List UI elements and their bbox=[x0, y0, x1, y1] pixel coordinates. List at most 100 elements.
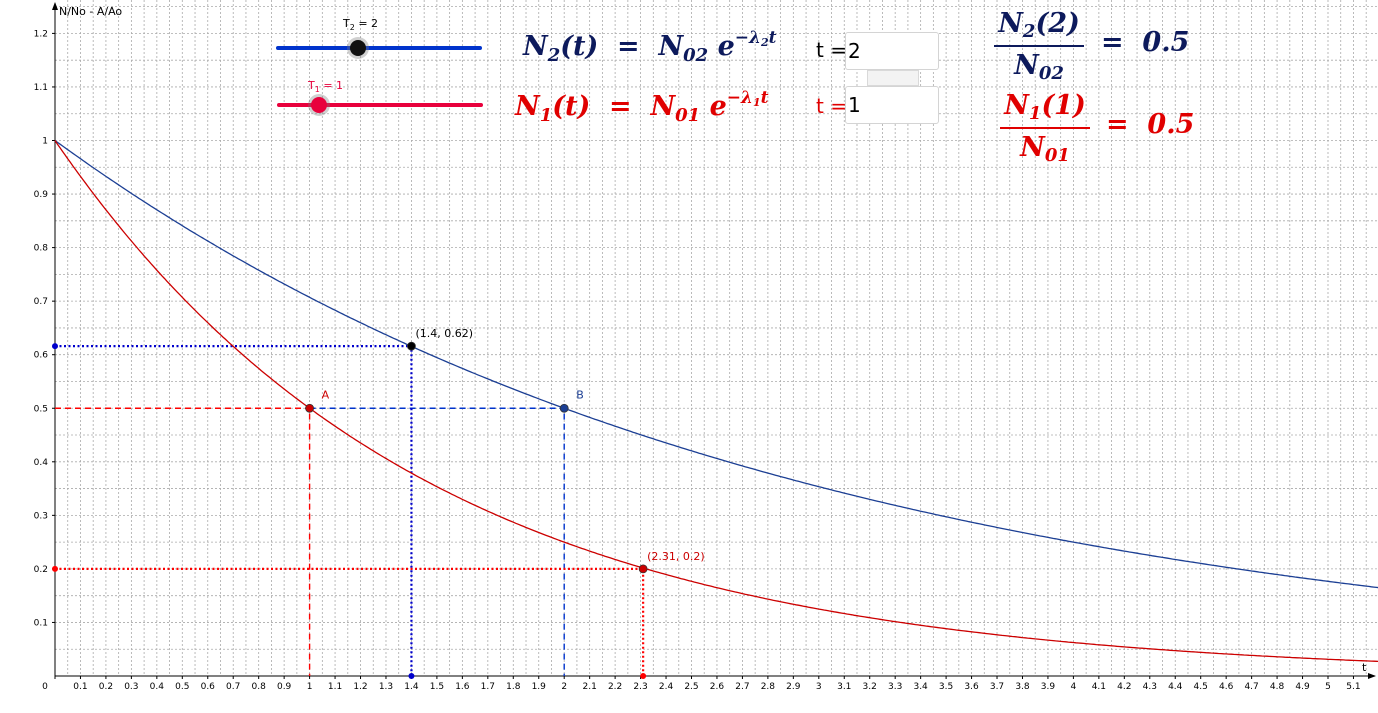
guide-endpoint bbox=[640, 673, 647, 679]
x-tick-label: 2.5 bbox=[684, 682, 698, 692]
t2-input-label: t = bbox=[816, 38, 847, 62]
ratio-n1-denominator: N01 bbox=[1020, 132, 1070, 166]
grid bbox=[55, 0, 1378, 676]
x-tick-label: 2.1 bbox=[582, 682, 596, 692]
x-tick-label: 1.1 bbox=[328, 682, 342, 692]
points: A B (1.4, 0.62) (2.31, 0.2) bbox=[305, 327, 705, 574]
x-tick-label: 5.1 bbox=[1346, 682, 1360, 692]
ratio-n2-denominator: N02 bbox=[1014, 50, 1064, 84]
x-tick-label: 3.1 bbox=[837, 682, 851, 692]
point-A bbox=[305, 403, 315, 413]
ratio-n2-fraction: N2(2) N02 bbox=[994, 8, 1084, 84]
point--1-4-0-62- bbox=[407, 341, 416, 351]
axes bbox=[52, 2, 1376, 679]
x-tick-label: 0.9 bbox=[277, 682, 292, 692]
x-tick-label: 4.6 bbox=[1219, 682, 1234, 692]
y-tick-label: 0.3 bbox=[34, 511, 48, 521]
x-tick-label: 0.1 bbox=[73, 682, 87, 692]
ratio-n1-fraction: N1(1) N01 bbox=[1000, 90, 1090, 166]
x-tick-label: 0.4 bbox=[150, 682, 165, 692]
x-tick-label: 1.2 bbox=[353, 682, 367, 692]
point-label: (2.31, 0.2) bbox=[647, 550, 705, 563]
x-tick-label: 0.3 bbox=[124, 682, 138, 692]
point--2-31-0-2- bbox=[638, 564, 648, 574]
x-tick-label: 1.8 bbox=[506, 682, 521, 692]
decay-curve-T2 bbox=[54, 139, 1378, 589]
x-tick-label: 0.7 bbox=[226, 682, 240, 692]
x-tick-label: 1.4 bbox=[404, 682, 419, 692]
x-tick-label: 3.8 bbox=[1015, 682, 1030, 692]
ratio-n2-numerator: N2(2) bbox=[998, 8, 1080, 42]
x-tick-label: 0.8 bbox=[252, 682, 267, 692]
x-tick-label: 2.8 bbox=[761, 682, 776, 692]
y-tick-label: 0.5 bbox=[34, 404, 48, 414]
x-tick-label: 3.2 bbox=[863, 682, 877, 692]
x-tick-label: 0.6 bbox=[201, 682, 216, 692]
x-tick-label: 4.8 bbox=[1270, 682, 1285, 692]
slider-t1-label: T1 = 1 bbox=[308, 79, 344, 95]
x-tick-label: 3.7 bbox=[990, 682, 1004, 692]
y-tick-label: 1.1 bbox=[34, 83, 48, 93]
x-tick-label: 4 bbox=[1071, 682, 1077, 692]
x-tick-label: 2 bbox=[561, 682, 567, 692]
slider-t2-knob[interactable] bbox=[350, 40, 366, 56]
x-axis-label: t bbox=[1362, 661, 1367, 674]
y-tick-label: 0.1 bbox=[34, 618, 48, 628]
x-tick-label: 4.1 bbox=[1092, 682, 1106, 692]
slider-t1-track[interactable] bbox=[277, 103, 483, 107]
x-tick-label: 1.3 bbox=[379, 682, 393, 692]
y-tick-label: 1.2 bbox=[34, 29, 48, 39]
y-axis-label: N/No - A/Ao bbox=[59, 5, 122, 18]
ratio-n1-numerator: N1(1) bbox=[1004, 90, 1086, 124]
t1-input-label: t = bbox=[816, 94, 847, 118]
slider-t2-label: T2 = 2 bbox=[343, 17, 379, 33]
t2-spinner[interactable] bbox=[867, 70, 919, 86]
slider-t2[interactable]: T2 = 2 bbox=[276, 17, 482, 60]
x-tick-label: 2.9 bbox=[786, 682, 801, 692]
y-tick-label: 0.4 bbox=[34, 458, 49, 468]
x-tick-label: 1 bbox=[307, 682, 313, 692]
x-tick-label: 2.7 bbox=[735, 682, 749, 692]
point-label: A bbox=[322, 388, 330, 401]
x-tick-label: 0.5 bbox=[175, 682, 189, 692]
x-tick-label: 2.2 bbox=[608, 682, 622, 692]
y-tick-label: 0.7 bbox=[34, 297, 48, 307]
y-axis-arrow bbox=[52, 2, 58, 10]
formula-n1: N1(t) = N01 e−λ1t bbox=[515, 88, 769, 126]
x-tick-label: 1.7 bbox=[481, 682, 495, 692]
point-B bbox=[559, 403, 569, 413]
x-tick-label: 3.5 bbox=[939, 682, 953, 692]
x-tick-label: 0.2 bbox=[99, 682, 113, 692]
y-tick-label: 0.9 bbox=[34, 190, 49, 200]
guide-endpoint bbox=[52, 343, 58, 350]
x-tick-label: 3.9 bbox=[1041, 682, 1056, 692]
point-label: B bbox=[576, 388, 584, 401]
t1-input[interactable] bbox=[845, 86, 939, 124]
x-axis-arrow bbox=[1368, 673, 1376, 679]
slider-t1[interactable]: T1 = 1 bbox=[277, 79, 483, 118]
x-tick-label: 2.4 bbox=[659, 682, 674, 692]
x-tick-label: 3.4 bbox=[913, 682, 928, 692]
decay-curve-T1 bbox=[54, 140, 1378, 663]
x-tick-label: 3.6 bbox=[964, 682, 979, 692]
guide-lines bbox=[52, 343, 647, 679]
y-tick-label: 0.2 bbox=[34, 565, 48, 575]
x-tick-label: 1.5 bbox=[430, 682, 444, 692]
x-tick-label: 4.9 bbox=[1295, 682, 1310, 692]
x-tick-label: 3.3 bbox=[888, 682, 902, 692]
x-tick-label: 4.3 bbox=[1143, 682, 1157, 692]
guide-line bbox=[55, 345, 413, 676]
x-tick-label: 5 bbox=[1325, 682, 1331, 692]
curves bbox=[54, 139, 1378, 663]
guide-endpoint bbox=[408, 673, 415, 679]
x-tick-label: 1.9 bbox=[532, 682, 547, 692]
t2-input[interactable] bbox=[845, 32, 939, 70]
y-tick-label: 0.6 bbox=[34, 351, 49, 361]
slider-t1-knob[interactable] bbox=[311, 97, 327, 113]
x-tick-label: 1.6 bbox=[455, 682, 470, 692]
slider-t2-track[interactable] bbox=[276, 46, 482, 50]
y-tick-label: 0.8 bbox=[34, 244, 49, 254]
ratio-n2-value: = 0.5 bbox=[1101, 27, 1190, 58]
formula-n2: N2(t) = N02 e−λ2t bbox=[523, 28, 777, 66]
